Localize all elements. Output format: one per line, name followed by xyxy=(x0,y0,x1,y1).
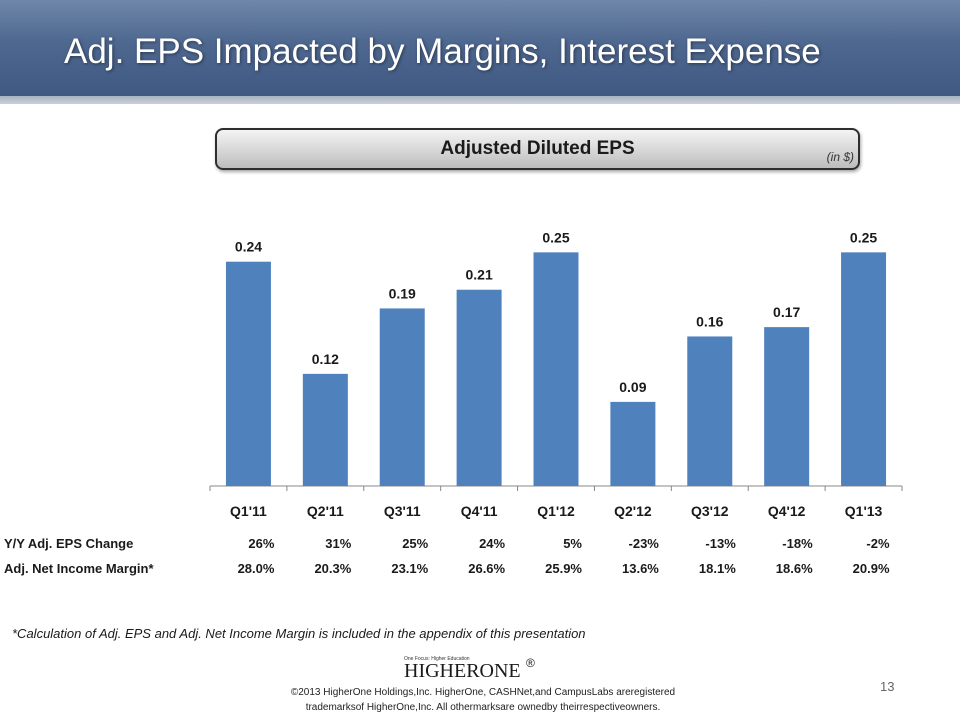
x-tick-label: Q4'11 xyxy=(461,503,498,519)
footnote: *Calculation of Adj. EPS and Adj. Net In… xyxy=(12,626,586,641)
metric-value: 18.6% xyxy=(775,561,813,576)
eps-bar-chart: 0.24 Q1'11 0.12 Q2'11 0.19 Q3'11 0.21 Q4'11 0.25… xyxy=(209,229,903,519)
unit-note: (in $) xyxy=(826,150,854,164)
metric-value: -13% xyxy=(705,536,736,551)
x-tick-label: Q4'12 xyxy=(768,503,806,519)
metric-value: -18% xyxy=(782,536,813,551)
bar-value-label: 0.17 xyxy=(773,304,800,320)
metric-value: 25.9% xyxy=(545,561,582,576)
metric-value: 28.0% xyxy=(237,561,275,576)
metric-value: 26% xyxy=(248,536,275,551)
metric-value: 25% xyxy=(402,536,429,551)
eps-bar xyxy=(610,401,656,486)
eps-bar xyxy=(302,373,348,486)
chart-title-banner: Adjusted Diluted EPS (in $) xyxy=(215,128,860,170)
bar-value-label: 0.09 xyxy=(619,379,646,395)
slide-title: Adj. EPS Impacted by Margins, Interest E… xyxy=(64,32,821,71)
metric-value: 5% xyxy=(563,536,582,551)
eps-bar xyxy=(841,252,887,486)
metric-value: 13.6% xyxy=(622,561,659,576)
bar-value-label: 0.16 xyxy=(696,313,723,329)
chart-title: Adjusted Diluted EPS xyxy=(440,138,635,159)
eps-bar xyxy=(225,261,271,486)
bar-value-label: 0.12 xyxy=(312,351,339,367)
metric-label: Adj. Net Income Margin* xyxy=(4,561,154,576)
header-band xyxy=(0,96,960,104)
metric-value: 18.1% xyxy=(698,561,736,576)
metric-label: Y/Y Adj. EPS Change xyxy=(4,536,134,551)
metric-value: 31% xyxy=(325,536,352,551)
metric-value: 20.9% xyxy=(852,561,890,576)
copyright-notice: ©2013 HigherOne Holdings,Inc. HigherOne,… xyxy=(0,685,960,715)
metric-value: 26.6% xyxy=(468,561,506,576)
slide-header: Adj. EPS Impacted by Margins, Interest E… xyxy=(0,0,960,104)
bar-value-label: 0.25 xyxy=(542,229,569,245)
eps-bar xyxy=(379,308,425,486)
copyright-line: ©2013 HigherOne Holdings,Inc. HigherOne,… xyxy=(290,687,676,698)
x-tick-label: Q3'12 xyxy=(691,503,729,519)
eps-bar xyxy=(687,336,733,486)
metric-value: 20.3% xyxy=(314,561,352,576)
net-income-margin-row: Adj. Net Income Margin* 28.0% 20.3% 23.1% 2… xyxy=(0,561,960,581)
higherone-logo: One Focus: Higher Education HIGHERONE ® xyxy=(402,648,572,682)
bar-value-label: 0.21 xyxy=(465,267,492,283)
bar-value-label: 0.19 xyxy=(389,285,416,301)
x-tick-label: Q3'11 xyxy=(384,503,421,519)
bar-value-label: 0.25 xyxy=(850,229,877,245)
x-tick-label: Q2'11 xyxy=(307,503,344,519)
x-tick-label: Q1'12 xyxy=(537,503,575,519)
x-tick-label: Q2'12 xyxy=(614,503,652,519)
bar-value-label: 0.24 xyxy=(235,239,262,255)
metric-value: -23% xyxy=(628,536,659,551)
eps-bar xyxy=(456,289,502,486)
eps-bar xyxy=(764,327,810,486)
eps-bar xyxy=(533,252,579,486)
metric-value: 23.1% xyxy=(391,561,429,576)
yoy-eps-change-row: Y/Y Adj. EPS Change 26% 31% 25% 24% 5% -23% -1… xyxy=(0,536,960,556)
registered-mark: ® xyxy=(526,656,535,670)
metric-value: -2% xyxy=(866,536,890,551)
x-tick-label: Q1'13 xyxy=(845,503,883,519)
logo-tagline: One Focus: Higher Education xyxy=(404,656,470,662)
logo-wordmark: HIGHERONE xyxy=(404,660,521,682)
x-tick-label: Q1'11 xyxy=(230,503,267,519)
copyright-line: trademarksof HigherOne,Inc. All othermar… xyxy=(305,702,661,713)
page-number: 13 xyxy=(880,679,895,694)
metric-value: 24% xyxy=(479,536,506,551)
